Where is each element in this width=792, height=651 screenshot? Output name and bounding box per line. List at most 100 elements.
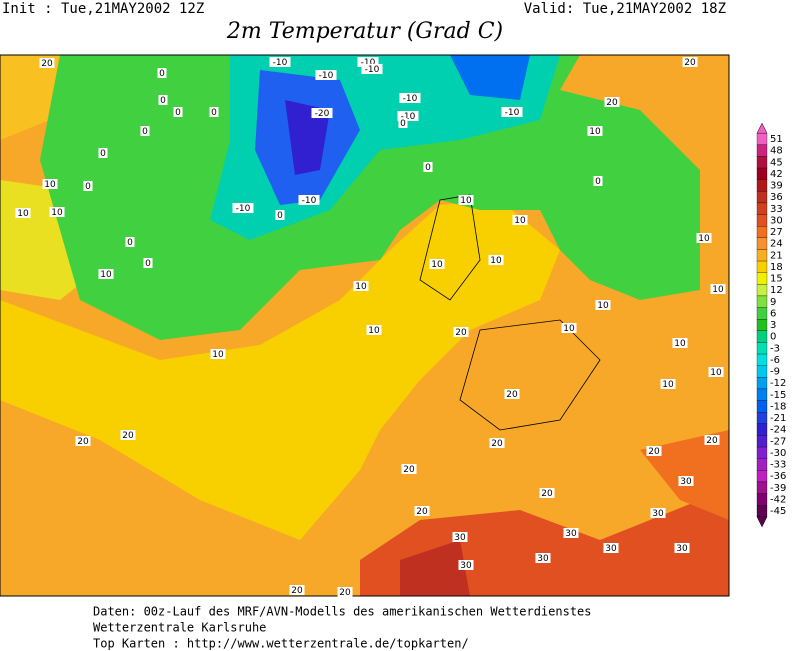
init-time: Init : Tue,21MAY2002 12Z [2,1,204,17]
contour-label: 20 [648,447,660,457]
contour-label-box [353,281,369,291]
colorbar-band [756,179,768,192]
colorbar-band [756,156,768,169]
contour-label: 10 [514,216,526,226]
contour-label: -20 [315,109,330,119]
colorbar-band [756,226,768,238]
contour-label: 30 [652,509,664,519]
contour-label-box [83,181,93,191]
contour-label: 20 [455,328,467,338]
colorbar-band [756,319,768,331]
contour-label-box [696,233,712,243]
contour-label: 10 [51,208,63,218]
contour-label-box [125,237,135,247]
colorbar-label: -30 [770,448,786,459]
contour-label-box [604,97,620,107]
colorbar-band [756,307,768,320]
colorbar-label: 6 [770,308,776,319]
colorbar-label: 18 [770,262,783,273]
contour-label: 20 [506,390,518,400]
colorbar-label: 45 [770,157,783,168]
contour-label: 30 [676,544,688,554]
colorbar-band [756,249,768,262]
contour-label-box [210,349,226,359]
contour-label-box [398,118,408,128]
contour-label: 30 [605,544,617,554]
colorbar-band [756,435,768,448]
contour-label: 20 [541,489,553,499]
contour-label: 30 [460,561,472,571]
colorbar-band [756,365,768,378]
contour-label-box [539,488,555,498]
colorbar-band [756,446,768,459]
contour-label: 0 [175,108,181,118]
colorbar-band [756,133,768,145]
contour-label: -10 [361,58,376,68]
contour-label: 10 [712,285,724,295]
contour-label-box [710,284,726,294]
contour-label: 0 [277,211,283,221]
map-field [0,54,730,597]
contour-label-box [603,543,619,553]
contour-label-box [489,438,505,448]
contour-label: 10 [490,256,502,266]
valid-time: Valid: Tue,21MAY2002 18Z [524,1,726,17]
contour-label-box [660,379,676,389]
contour-label-box [646,446,662,456]
colorbar-label: 27 [770,227,783,238]
colorbar-band [756,144,768,157]
contour-label-box [401,464,417,474]
colorbar-label: -3 [770,343,780,354]
colorbar-band [756,493,768,506]
colorbar-label: 48 [770,146,783,157]
contour-label: 10 [431,260,443,270]
contour-label-box [678,476,694,486]
contour-label: 10 [662,380,674,390]
contour-label-box [501,107,523,117]
contour-label-box [414,506,430,516]
contour-label-box [143,258,153,268]
contour-label: 0 [400,119,406,129]
colorbar-band [756,191,768,204]
colorbar-label: 9 [770,297,776,308]
colorbar-label: 42 [770,169,783,180]
colorbar-label: 24 [770,239,783,250]
contour-label-box [561,323,577,333]
contour-label-box [232,203,254,213]
contour-label-box [275,210,285,220]
contour-label: 20 [684,58,696,68]
contour-label-box [708,367,724,377]
colorbar-band [756,505,768,517]
colorbar-label: 36 [770,192,783,203]
contour-label-box [361,64,383,74]
contour-label: 10 [44,180,56,190]
contour-label-box [593,176,603,186]
contour-label: -10 [302,196,317,206]
contour-label-box [504,389,520,399]
contour-label: 0 [142,127,148,137]
contour-label-box [39,58,55,68]
contour-label: 20 [403,465,415,475]
colorbar-band [756,260,768,273]
contour-label-box [682,57,698,67]
map-title: 2m Temperatur (Grad C) [226,19,503,44]
contour-label-box [209,107,219,117]
contour-label-box [429,259,445,269]
contour-label: 10 [710,368,722,378]
colorbar-label: 3 [770,320,776,331]
contour-label: 0 [159,69,165,79]
contour-label: -10 [273,58,288,68]
colorbar-label: 12 [770,285,783,296]
colorbar-band [756,272,768,285]
contour-label-box [366,325,382,335]
colorbar-band [756,481,768,494]
contour-label-box [423,162,433,172]
contour-label-box [458,560,474,570]
colorbar-band [756,377,768,390]
contour-label-box [75,436,91,446]
contour-label-box [173,107,183,117]
contour-label-box [269,57,291,67]
contour-label-box [315,70,337,80]
contour-label-box [42,179,58,189]
contour-label: 30 [680,477,692,487]
